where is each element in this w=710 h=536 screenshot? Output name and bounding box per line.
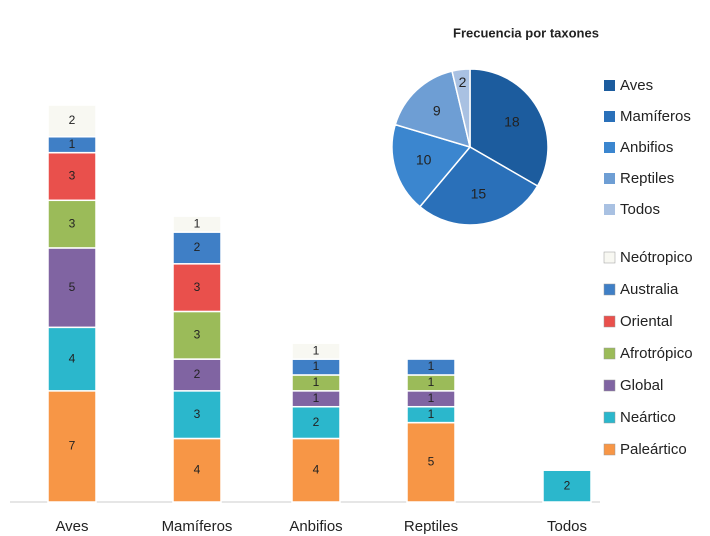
bar-segment: [172, 437, 222, 503]
legend-label: Aves: [620, 77, 653, 94]
legend-swatch: [603, 443, 616, 456]
slice-label: 18: [504, 114, 520, 130]
segment-label: 4: [69, 351, 76, 365]
pie-title: Frecuencia por taxones: [453, 25, 599, 40]
legend-label: Afrotrópico: [620, 345, 693, 362]
legend-label: Neótropico: [620, 249, 693, 266]
segment-label: 2: [194, 367, 201, 381]
segment-label: 1: [313, 391, 320, 405]
bar-segment: [47, 104, 97, 138]
bar-segment: [47, 390, 97, 503]
legend-label: Paleártico: [620, 441, 687, 458]
bar-segment: [291, 405, 341, 440]
segment-label: 1: [69, 137, 76, 151]
x-tick-label: Todos: [547, 518, 587, 535]
bar-segment: [47, 151, 97, 202]
legend-label: Anbifios: [620, 139, 673, 156]
slice-label: 9: [433, 103, 441, 119]
bar-segment: [172, 215, 222, 233]
segment-label: 1: [313, 375, 320, 389]
legend-swatch: [603, 379, 616, 392]
segment-label: 2: [564, 478, 571, 492]
segment-label: 1: [428, 407, 435, 421]
legend-label: Neártico: [620, 409, 676, 426]
bar-segment: [47, 326, 97, 392]
legend-label: Mamíferos: [620, 108, 691, 125]
legend-label: Global: [620, 377, 663, 394]
segment-label: 3: [69, 169, 76, 183]
legend-swatch: [603, 347, 616, 360]
bar-segment: [406, 358, 456, 376]
legend-label: Australia: [620, 281, 679, 298]
bar-segment: [291, 437, 341, 503]
segment-label: 3: [69, 216, 76, 230]
segment-label: 1: [313, 359, 320, 373]
segment-label: 4: [194, 462, 201, 476]
segment-label: 5: [69, 280, 76, 294]
pie-slice: [451, 68, 471, 148]
legend-swatch: [603, 411, 616, 424]
segment-label: 1: [428, 359, 435, 373]
legend-swatch: [604, 111, 615, 122]
segment-label: 5: [428, 454, 435, 468]
pie-slice: [391, 123, 472, 208]
x-tick-label: Reptiles: [404, 518, 458, 535]
segment-label: 4: [313, 462, 320, 476]
pie-slice: [394, 70, 472, 149]
segment-label: 1: [194, 216, 201, 230]
segment-label: 7: [69, 439, 76, 453]
bar-segment: [47, 199, 97, 249]
segment-label: 1: [313, 343, 320, 357]
legend-swatch: [604, 204, 615, 215]
legend-swatch: [604, 80, 615, 91]
segment-label: 2: [194, 240, 201, 254]
x-tick-label: Mamíferos: [162, 518, 233, 535]
slice-label: 2: [459, 74, 467, 90]
x-tick-label: Anbifios: [289, 518, 342, 535]
slice-label: 10: [416, 152, 432, 168]
legend-swatch: [603, 283, 616, 296]
pie-slice: [469, 68, 549, 188]
legend-label: Oriental: [620, 313, 673, 330]
bar-segment: [172, 390, 222, 440]
segment-label: 3: [194, 280, 201, 294]
x-tick-label: Aves: [55, 518, 88, 535]
legend-swatch: [604, 173, 615, 184]
segment-label: 1: [428, 391, 435, 405]
bar-segment: [542, 469, 592, 503]
pie-slice: [418, 146, 539, 226]
legend-label: Todos: [620, 201, 660, 218]
segment-label: 3: [194, 327, 201, 341]
legend-swatch: [604, 142, 615, 153]
segment-label: 1: [428, 375, 435, 389]
segment-label: 2: [313, 415, 320, 429]
legend-swatch: [603, 315, 616, 328]
legend-swatch: [603, 251, 616, 264]
slice-label: 15: [471, 185, 487, 201]
bar-segment: [172, 263, 222, 313]
legend-label: Reptiles: [620, 170, 674, 187]
segment-label: 2: [69, 113, 76, 127]
segment-label: 3: [194, 407, 201, 421]
bar-segment: [172, 358, 222, 392]
bar-segment: [291, 342, 341, 360]
